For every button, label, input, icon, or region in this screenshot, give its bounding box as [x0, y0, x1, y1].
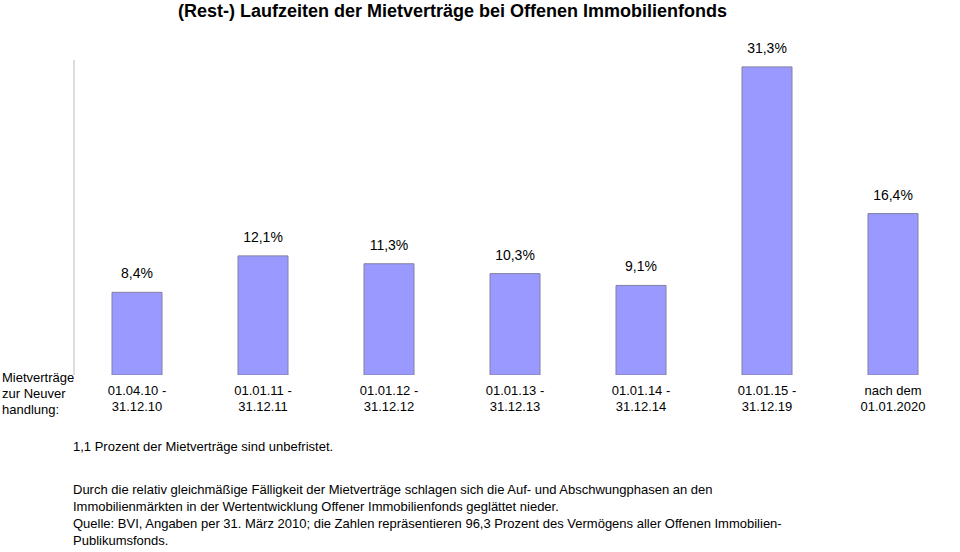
html-text:Durch die relativ gleichmäßige: Durch die relativ gleichmäßige Fälligkei… [73, 482, 713, 514]
html-text:(Rest-) Laufzeiten der Mietver: (Rest-) Laufzeiten der Mietverträge bei … [178, 1, 728, 21]
svg-text:nach dem01.01.2020: nach dem01.01.2020 [860, 383, 925, 414]
svg-text:12,1%: 12,1% [243, 229, 283, 245]
svg-text:16,4%: 16,4% [873, 187, 913, 203]
svg-text:8,4%: 8,4% [121, 265, 153, 281]
svg-text:01.01.12 -31.12.12: 01.01.12 -31.12.12 [360, 383, 419, 414]
svg-text:31,3%: 31,3% [747, 40, 787, 56]
svg-text:01.01.13 -31.12.13: 01.01.13 -31.12.13 [486, 383, 545, 414]
svg-text:9,1%: 9,1% [625, 258, 657, 274]
html-text:1,1 Prozent der Mietverträge s: 1,1 Prozent der Mietverträge sind unbefr… [73, 439, 334, 454]
html-text:handlung:: handlung: [2, 402, 60, 417]
svg-text:01.01.14 -31.12.14: 01.01.14 -31.12.14 [612, 383, 671, 414]
svg-text:01.01.15 -31.12.19: 01.01.15 -31.12.19 [738, 383, 797, 414]
svg-text:11,3%: 11,3% [370, 237, 409, 253]
html-text:Mietverträge: Mietverträge [2, 370, 75, 385]
html-text:Quelle: BVI, Angaben per 31. M: Quelle: BVI, Angaben per 31. März 2010; … [73, 516, 782, 548]
svg-text:01.01.11 -31.12.11: 01.01.11 -31.12.11 [234, 383, 292, 414]
svg-text:10,3%: 10,3% [495, 247, 535, 263]
html-text:zur Neuver: zur Neuver [2, 386, 66, 401]
svg-text:01.04.10 -31.12.10: 01.04.10 -31.12.10 [108, 383, 167, 414]
